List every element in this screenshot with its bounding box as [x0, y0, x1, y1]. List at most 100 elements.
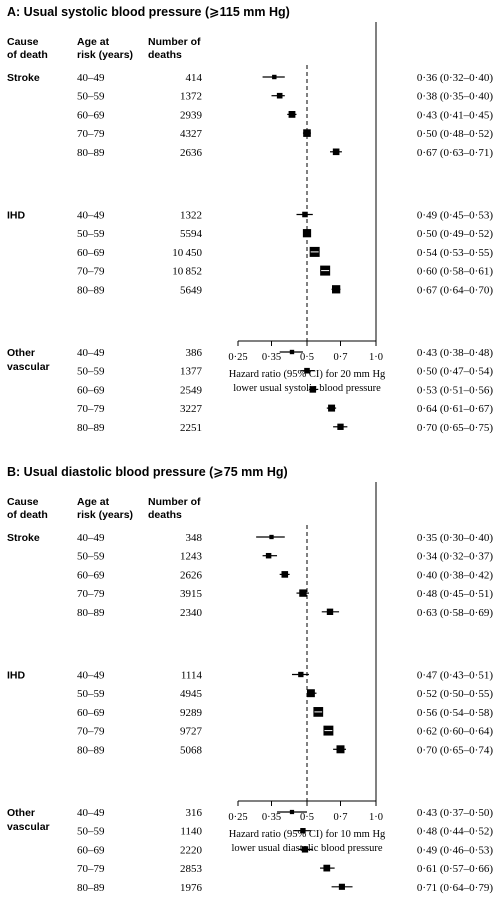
hr-label: 0·56 (0·54–0·58): [417, 707, 493, 719]
group-label: Stroke: [7, 532, 40, 544]
hr-label: 0·43 (0·38–0·48): [417, 347, 493, 359]
x-tick-label: 0·35: [262, 812, 281, 823]
table-row: 50–59 4945 0·52 (0·50–0·55): [77, 688, 493, 700]
hr-label: 0·50 (0·49–0·52): [417, 228, 493, 240]
age-cell: 50–59: [77, 826, 105, 838]
age-cell: 60–69: [77, 707, 105, 719]
x-axis-label: Hazard ratio (95% CI) for 20 mm Hg: [229, 369, 386, 380]
hr-point: [332, 148, 340, 156]
hr-point: [337, 423, 344, 430]
deaths-cell: 1114: [181, 670, 203, 682]
group-label: Other: [7, 807, 35, 819]
table-row: 50–59 1377 0·50 (0·47–0·54): [77, 366, 493, 378]
table-row: 80–89 2251 0·70 (0·65–0·75): [77, 422, 493, 434]
hr-point: [288, 111, 296, 118]
hr-point: [272, 74, 277, 80]
group-1: IHD 40–49 1114 0·47 (0·43–0·51) 50–59 4945 0·5…: [7, 670, 493, 757]
table-row: 60–69 2626 0·40 (0·38–0·42): [77, 569, 493, 581]
deaths-cell: 1377: [180, 366, 203, 378]
hr-label: 0·62 (0·60–0·64): [417, 726, 493, 738]
age-cell: 50–59: [77, 228, 105, 240]
deaths-cell: 3227: [180, 403, 203, 415]
panel-a: A: Usual systolic blood pressure (⩾115 m…: [7, 5, 493, 434]
hr-label: 0·63 (0·58–0·69): [417, 607, 493, 619]
hr-label: 0·53 (0·51–0·56): [417, 384, 493, 396]
age-cell: 80–89: [77, 607, 105, 619]
group-label: IHD: [7, 670, 26, 682]
group-0: Stroke 40–49 348 0·35 (0·30–0·40) 50–59 1243 0…: [7, 532, 493, 619]
table-row: 70–79 9727 0·62 (0·60–0·64): [77, 726, 493, 738]
table-row: 40–49 1322 0·49 (0·45–0·53): [77, 210, 493, 222]
header-cause: Cause: [7, 36, 39, 48]
age-cell: 60–69: [77, 384, 105, 396]
header-age: risk (years): [77, 49, 133, 61]
deaths-cell: 1243: [180, 551, 203, 563]
panel-b: B: Usual diastolic blood pressure (⩾75 m…: [7, 465, 493, 894]
table-row: 70–79 3915 0·48 (0·45–0·51): [77, 588, 493, 600]
hr-label: 0·52 (0·50–0·55): [417, 688, 493, 700]
panel-title: B: Usual diastolic blood pressure (⩾75 m…: [7, 465, 288, 479]
header-age: Age at: [77, 36, 110, 48]
hr-label: 0·48 (0·45–0·51): [417, 588, 493, 600]
panel-title: A: Usual systolic blood pressure (⩾115 m…: [7, 5, 290, 19]
table-row: 50–59 1140 0·48 (0·44–0·52): [77, 826, 493, 838]
age-cell: 80–89: [77, 422, 105, 434]
header-deaths: Number of: [148, 496, 201, 508]
x-tick-label: 0·7: [333, 352, 347, 363]
deaths-cell: 2340: [180, 607, 203, 619]
age-cell: 70–79: [77, 403, 105, 415]
group-2: Other vascular 40–49 386 0·43 (0·38–0·48) 50–…: [7, 347, 493, 434]
table-row: 40–49 1114 0·47 (0·43–0·51): [77, 670, 493, 682]
deaths-cell: 386: [186, 347, 203, 359]
deaths-cell: 10 852: [172, 266, 202, 278]
group-0: Stroke 40–49 414 0·36 (0·32–0·40) 50–59 1372 0…: [7, 72, 493, 159]
age-cell: 50–59: [77, 366, 105, 378]
deaths-cell: 2251: [180, 422, 202, 434]
header-deaths: deaths: [148, 509, 182, 521]
hr-point: [299, 589, 307, 597]
hr-label: 0·36 (0·32–0·40): [417, 72, 493, 84]
deaths-cell: 9289: [180, 707, 203, 719]
hr-point: [289, 349, 295, 355]
deaths-cell: 414: [186, 72, 203, 84]
age-cell: 60–69: [77, 569, 105, 581]
hr-label: 0·49 (0·46–0·53): [417, 844, 493, 856]
age-cell: 80–89: [77, 284, 105, 296]
table-row: 70–79 2853 0·61 (0·57–0·66): [77, 863, 493, 875]
header-cause: of death: [7, 49, 48, 61]
deaths-cell: 316: [186, 807, 203, 819]
hr-label: 0·50 (0·48–0·52): [417, 128, 493, 140]
age-cell: 60–69: [77, 247, 105, 259]
age-cell: 60–69: [77, 109, 105, 121]
deaths-cell: 2549: [180, 384, 203, 396]
table-row: 50–59 1372 0·38 (0·35–0·40): [77, 91, 493, 103]
hr-label: 0·60 (0·58–0·61): [417, 266, 493, 278]
table-row: 80–89 5649 0·67 (0·64–0·70): [77, 284, 493, 296]
header-deaths: Number of: [148, 36, 201, 48]
header-deaths: deaths: [148, 49, 182, 61]
table-row: 70–79 4327 0·50 (0·48–0·52): [77, 128, 493, 140]
table-row: 80–89 5068 0·70 (0·65–0·74): [77, 744, 493, 756]
x-tick-label: 1·0: [369, 352, 383, 363]
deaths-cell: 9727: [180, 726, 203, 738]
table-row: 40–49 316 0·43 (0·37–0·50): [77, 807, 493, 819]
deaths-cell: 5594: [180, 228, 203, 240]
age-cell: 80–89: [77, 882, 105, 894]
x-tick-label: 0·25: [228, 352, 247, 363]
x-tick-label: 1·0: [369, 812, 383, 823]
age-cell: 70–79: [77, 588, 105, 600]
hr-label: 0·70 (0·65–0·74): [417, 744, 493, 756]
hr-label: 0·67 (0·63–0·71): [417, 147, 493, 159]
header-age: Age at: [77, 496, 110, 508]
table-row: 80–89 2340 0·63 (0·58–0·69): [77, 607, 493, 619]
age-cell: 50–59: [77, 688, 105, 700]
hr-point: [289, 809, 295, 815]
x-tick-label: 0·25: [228, 812, 247, 823]
table-row: 50–59 5594 0·50 (0·49–0·52): [77, 228, 493, 240]
hr-point: [301, 846, 309, 853]
age-cell: 40–49: [77, 807, 105, 819]
hr-label: 0·47 (0·43–0·51): [417, 670, 493, 682]
deaths-cell: 4945: [180, 688, 203, 700]
header-cause: Cause: [7, 496, 39, 508]
group-label: IHD: [7, 210, 26, 222]
